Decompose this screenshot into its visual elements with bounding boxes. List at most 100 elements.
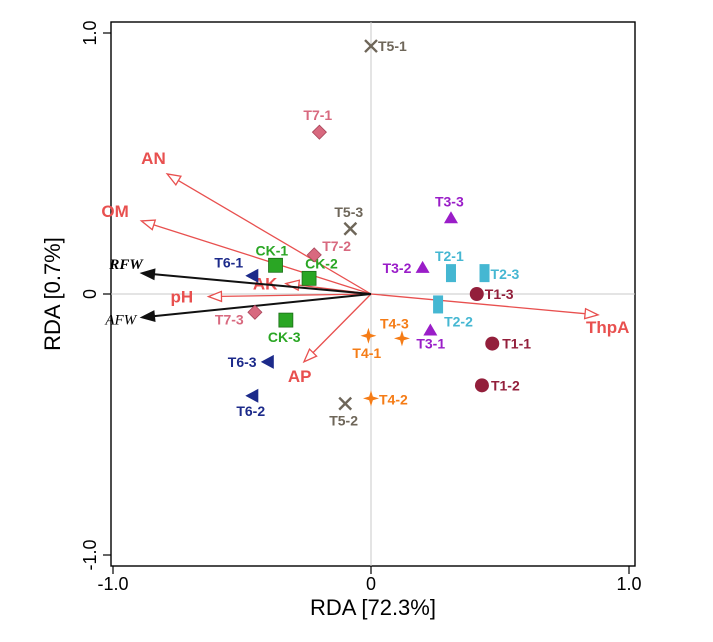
point-label-t1-2: T1-2 xyxy=(491,377,520,393)
point-t2-3 xyxy=(479,264,490,283)
x-axis-title: RDA [72.3%] xyxy=(310,595,436,620)
point-ck-3 xyxy=(278,312,294,328)
point-t1-1 xyxy=(485,336,500,351)
trait-arrow-afw-shaft xyxy=(154,293,372,318)
point-label-t4-1: T4-1 xyxy=(352,345,381,361)
group-t6: T6-1 T6-2 T6-3 xyxy=(214,255,274,419)
env-label-thpa: ThpA xyxy=(586,318,629,337)
trait-arrow-afw-head xyxy=(139,310,156,323)
env-arrow-ph-shaft xyxy=(221,293,372,298)
y-tick-label: 1.0 xyxy=(80,20,100,45)
point-label-t3-1: T3-1 xyxy=(416,336,445,352)
y-axis: -1.0 0 1.0 xyxy=(80,20,111,571)
trait-arrow-rfw xyxy=(139,268,372,295)
point-t5-3 xyxy=(343,221,358,236)
trait-vectors: RFW AFW xyxy=(104,257,372,328)
env-arrow-thpa xyxy=(370,293,600,320)
env-arrow-ph xyxy=(206,290,372,303)
env-arrow-ph-head xyxy=(206,290,223,303)
point-t5-2-stroke-b xyxy=(338,396,353,411)
x-tick-label: -1.0 xyxy=(97,574,128,594)
y-tick-label: -1.0 xyxy=(80,539,100,570)
point-label-t4-2: T4-2 xyxy=(379,391,408,407)
point-label-t5-3: T5-3 xyxy=(334,204,363,220)
group-t5: T5-1 T5-2 T5-3 xyxy=(329,38,407,429)
y-axis-title: RDA [0.7%] xyxy=(40,237,65,351)
point-label-t6-2: T6-2 xyxy=(236,403,265,419)
point-t4-2 xyxy=(363,390,379,407)
point-t3-1 xyxy=(423,323,438,336)
point-ck-2 xyxy=(301,270,317,286)
sample-points: CK-1CK-2CK-3 T1-1 T1-2 T1-3 T2-1 T2-2 T2-3 T3-1… xyxy=(214,38,531,429)
point-t5-1 xyxy=(364,39,378,53)
group-t3: T3-1 T3-2 T3-3 xyxy=(383,193,464,351)
point-label-t7-2: T7-2 xyxy=(322,238,351,254)
point-label-t1-1: T1-1 xyxy=(502,336,531,352)
point-t4-3 xyxy=(393,330,410,347)
env-arrow-om-shaft xyxy=(153,224,372,295)
point-label-t4-3: T4-3 xyxy=(380,315,409,331)
env-arrow-om xyxy=(139,219,372,295)
point-label-t2-1: T2-1 xyxy=(435,248,464,264)
env-arrow-ak-head xyxy=(284,279,301,292)
env-arrow-an-shaft xyxy=(178,179,372,295)
point-label-t5-1: T5-1 xyxy=(378,38,407,54)
trait-arrow-afw xyxy=(139,293,372,323)
group-t7: T7-1 T7-2 T7-3 xyxy=(215,107,351,327)
group-t2: T2-1 T2-2 T2-3 xyxy=(433,248,520,329)
point-t7-3 xyxy=(247,304,263,320)
trait-arrow-rfw-shaft xyxy=(154,273,372,295)
point-t3-2 xyxy=(415,260,430,273)
env-arrow-om-head xyxy=(139,219,157,231)
point-t5-2 xyxy=(338,396,353,411)
point-t6-1 xyxy=(245,268,259,283)
point-label-t3-2: T3-2 xyxy=(383,260,412,276)
point-label-t1-3: T1-3 xyxy=(485,286,514,302)
x-tick-label: 1.0 xyxy=(616,574,641,594)
point-t2-1 xyxy=(445,264,456,283)
env-label-ph: pH xyxy=(170,288,193,307)
env-arrow-ap xyxy=(302,293,372,364)
point-label-ck-1: CK-1 xyxy=(256,242,289,258)
group-ck: CK-1CK-2CK-3 xyxy=(256,242,338,345)
point-t5-3-stroke-b xyxy=(343,221,358,236)
env-arrow-an xyxy=(165,173,372,295)
x-tick-label: 0 xyxy=(366,574,376,594)
env-label-om: OM xyxy=(101,202,128,221)
env-arrow-ap-shaft xyxy=(312,293,372,354)
env-arrow-thpa-shaft xyxy=(370,293,586,315)
point-t5-1-stroke-b xyxy=(364,39,378,53)
x-axis: -1.0 0 1.0 xyxy=(97,566,642,594)
point-t1-3 xyxy=(469,287,484,301)
point-label-t7-3: T7-3 xyxy=(215,311,244,327)
trait-arrow-rfw-head xyxy=(139,268,156,281)
group-t1: T1-1 T1-2 T1-3 xyxy=(469,286,531,393)
point-label-t2-3: T2-3 xyxy=(491,266,520,282)
point-t3-3 xyxy=(443,211,458,224)
env-arrow-ap-head xyxy=(302,347,318,364)
point-label-t2-2: T2-2 xyxy=(444,313,473,329)
env-arrow-thpa-head xyxy=(583,307,600,320)
point-ck-1 xyxy=(268,257,283,273)
y-tick-label: 0 xyxy=(80,289,100,299)
environment-vectors: ANOMAKpHAPThpA xyxy=(101,149,629,386)
point-label-ck-3: CK-3 xyxy=(268,329,301,345)
point-t4-1 xyxy=(360,327,377,344)
point-label-t5-2: T5-2 xyxy=(329,413,358,429)
point-t7-1 xyxy=(311,124,327,140)
trait-label-rfw: RFW xyxy=(108,257,144,273)
env-label-ap: AP xyxy=(288,367,312,386)
point-label-t6-3: T6-3 xyxy=(228,354,257,370)
env-label-an: AN xyxy=(141,149,166,168)
trait-label-afw: AFW xyxy=(104,312,137,328)
group-t4: T4-1 T4-2 T4-3 xyxy=(352,315,410,407)
point-label-t3-3: T3-3 xyxy=(435,193,464,209)
point-label-t7-1: T7-1 xyxy=(303,107,332,123)
point-t6-2 xyxy=(245,388,259,403)
point-label-t6-1: T6-1 xyxy=(214,255,243,271)
point-t6-3 xyxy=(260,354,274,369)
point-t1-2 xyxy=(474,378,489,393)
point-t2-2 xyxy=(433,295,444,314)
point-t7-2 xyxy=(306,247,322,263)
